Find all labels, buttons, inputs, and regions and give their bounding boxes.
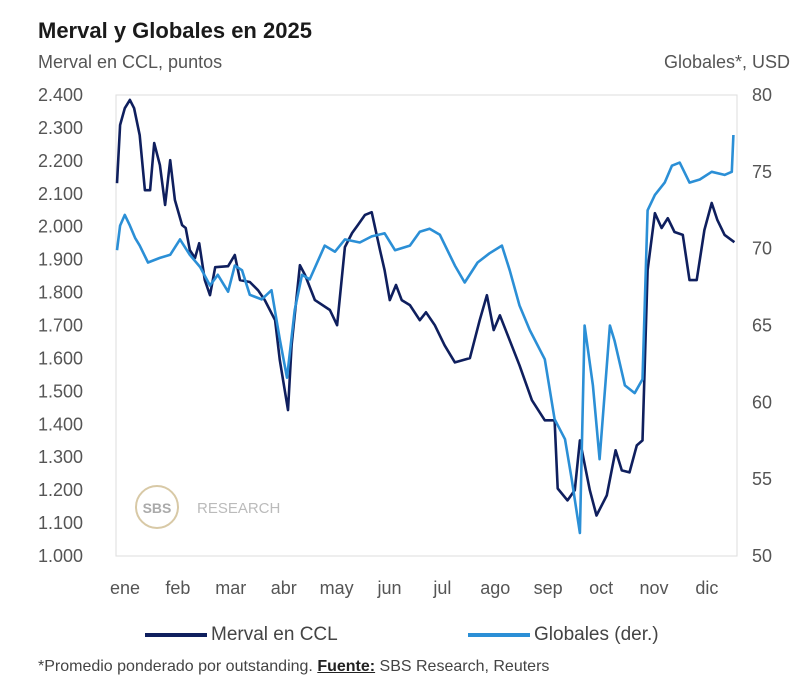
right-y-tick-label: 70 (752, 239, 772, 259)
x-tick-label: oct (589, 578, 613, 598)
watermark-logo: SBS (143, 500, 172, 516)
left-axis-label: Merval en CCL, puntos (38, 52, 223, 72)
legend-globales: Globales (der.) (468, 624, 659, 646)
legend-label: Merval en CCL (211, 624, 338, 645)
x-tick-label: abr (271, 578, 297, 598)
left-y-tick-label: 1.900 (38, 250, 83, 270)
watermark: SBS RESEARCH (135, 485, 280, 529)
chart-title: Merval y Globales en 2025 (38, 18, 312, 43)
left-y-tick-label: 1.400 (38, 414, 83, 434)
source-label: Fuente: (317, 658, 376, 675)
left-y-tick-label: 1.600 (38, 348, 83, 368)
x-tick-label: may (320, 578, 354, 598)
right-y-tick-label: 65 (752, 316, 772, 336)
left-y-tick-label: 1.700 (38, 316, 83, 336)
left-y-tick-label: 1.300 (38, 447, 83, 467)
merval-series-line (115, 98, 736, 517)
x-tick-label: jul (432, 578, 451, 598)
right-axis-label: Globales*, USD (663, 52, 790, 72)
left-y-tick-label: 1.000 (38, 546, 83, 566)
left-y-tick-label: 2.000 (38, 217, 83, 237)
x-tick-label: feb (165, 578, 190, 598)
legend-swatch (468, 633, 530, 637)
right-y-tick-label: 50 (752, 546, 772, 566)
x-tick-label: ago (480, 578, 510, 598)
watermark-text: RESEARCH (197, 500, 280, 517)
x-tick-label: jun (376, 578, 401, 598)
x-tick-label: ene (110, 578, 140, 598)
left-y-tick-label: 2.300 (38, 118, 83, 138)
right-y-tick-label: 55 (752, 469, 772, 489)
x-tick-label: nov (639, 578, 668, 598)
left-y-tick-label: 2.100 (38, 184, 83, 204)
source-text: SBS Research, Reuters (375, 658, 550, 675)
x-tick-label: mar (215, 578, 246, 598)
left-y-tick-label: 1.800 (38, 283, 83, 303)
legend-swatch (145, 633, 207, 637)
legend-merval: Merval en CCL (145, 624, 338, 646)
globales-series-line (115, 134, 735, 535)
left-y-tick-label: 1.200 (38, 480, 83, 500)
left-y-tick-label: 2.200 (38, 151, 83, 171)
left-y-tick-label: 1.500 (38, 381, 83, 401)
left-y-tick-label: 2.400 (38, 85, 83, 105)
x-tick-label: sep (534, 578, 563, 598)
footnote-text: *Promedio ponderado por outstanding. (38, 658, 318, 675)
left-y-tick-label: 1.100 (38, 513, 83, 533)
legend-label: Globales (der.) (534, 624, 659, 645)
plot-frame (115, 94, 738, 557)
x-tick-label: dic (695, 578, 718, 598)
right-y-tick-label: 75 (752, 162, 772, 182)
footnote: *Promedio ponderado por outstanding. Fue… (38, 658, 549, 676)
right-y-tick-label: 60 (752, 392, 772, 412)
watermark-logo-ring (135, 485, 179, 529)
right-y-tick-label: 80 (752, 85, 772, 105)
